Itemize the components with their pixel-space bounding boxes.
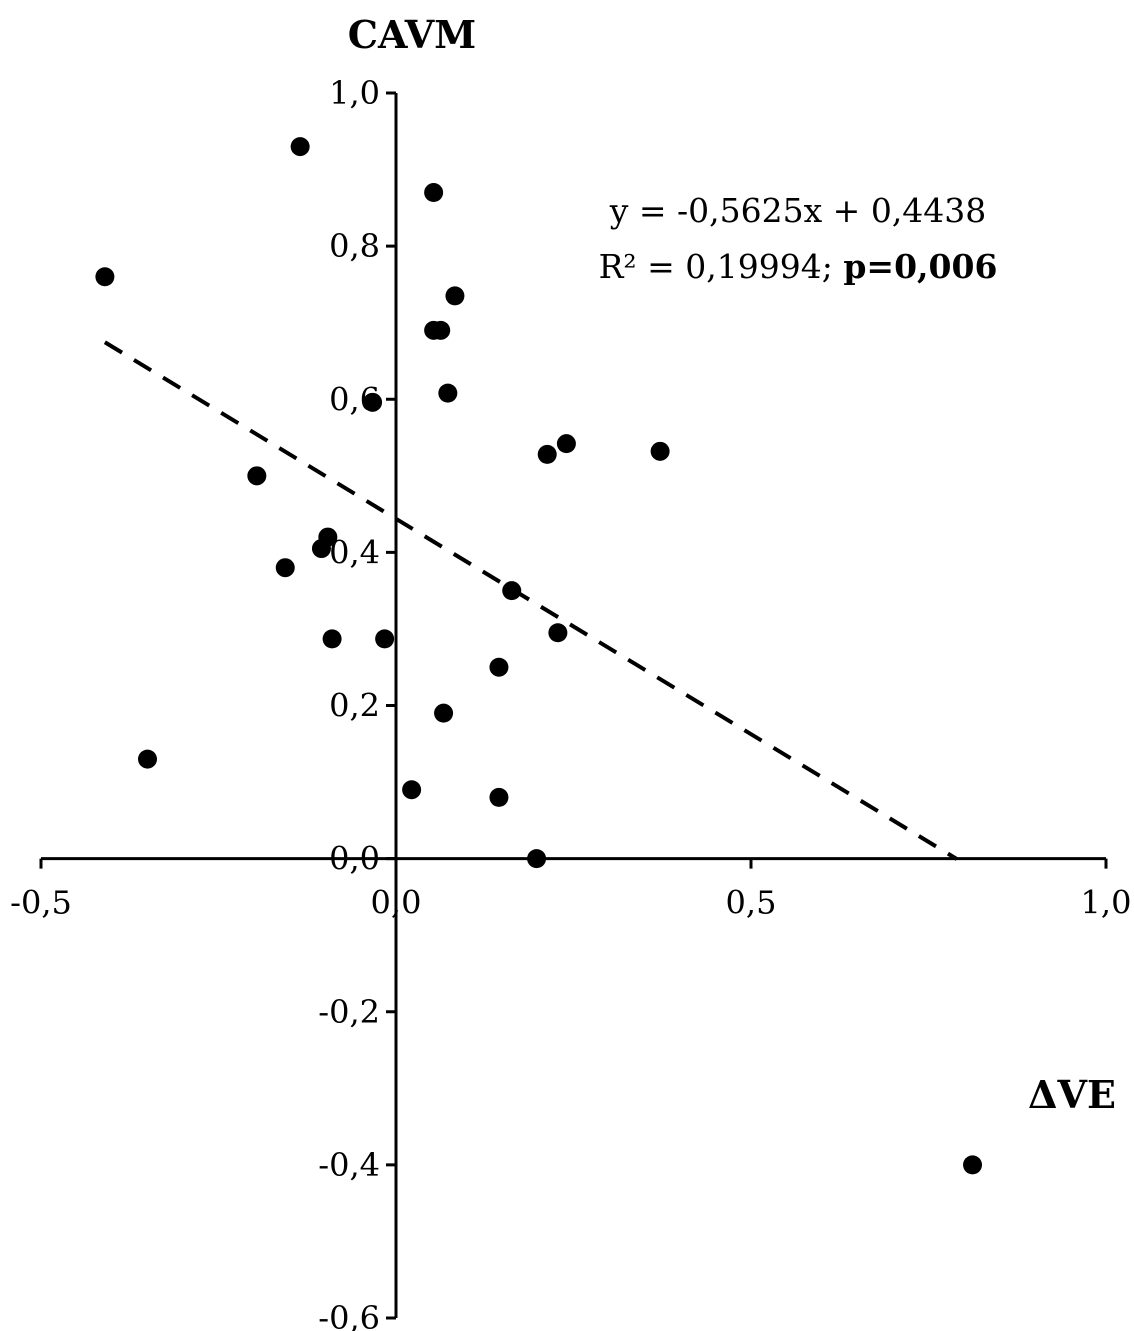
y-tick-label: 0,0 <box>329 840 380 878</box>
p-value-label: p=0,006 <box>843 247 997 286</box>
data-point <box>434 703 454 723</box>
data-point <box>650 441 670 461</box>
y-tick-label: 1,0 <box>329 74 380 112</box>
data-point <box>290 137 310 157</box>
trendline-equation: y = -0,5625x + 0,4438 <box>609 191 987 230</box>
data-point <box>424 183 444 203</box>
y-axis-title: CAVM <box>348 12 477 57</box>
data-point <box>963 1155 983 1175</box>
data-point <box>537 444 557 464</box>
data-point <box>247 466 267 486</box>
x-tick-label: 1,0 <box>1081 884 1132 922</box>
data-point <box>438 383 458 403</box>
data-point <box>548 623 568 643</box>
data-point <box>556 434 576 454</box>
data-points <box>95 137 983 1175</box>
data-point <box>275 558 295 578</box>
y-tick-label: 0,4 <box>329 533 380 571</box>
tick-labels: -0,5 0,0 0,5 1,0 -0,6 -0,4 -0,2 0,0 0,2 0,4 0,6 0,8… <box>10 74 1131 1331</box>
y-tick-label: -0,6 <box>318 1299 380 1331</box>
data-point <box>363 392 383 412</box>
y-tick-label: 0,6 <box>329 380 380 418</box>
y-tick-label: -0,2 <box>318 993 380 1031</box>
y-tick-label: 0,2 <box>329 687 380 725</box>
x-axis-title: ΔVE <box>1028 1072 1116 1117</box>
trendline <box>103 340 958 861</box>
data-point <box>502 581 522 601</box>
data-point <box>95 267 115 287</box>
data-point <box>322 629 342 649</box>
x-tick-label: 0,5 <box>726 884 777 922</box>
data-point <box>402 780 422 800</box>
data-point <box>138 749 157 769</box>
y-tick-label: 0,8 <box>329 227 380 265</box>
data-point <box>489 657 509 677</box>
r-squared-label: R² = 0,19994; <box>599 247 844 286</box>
x-tick-label: 0,0 <box>371 884 422 922</box>
axes <box>39 91 1108 1320</box>
data-point <box>445 286 465 306</box>
x-tick-label: -0,5 <box>10 884 72 922</box>
data-point <box>375 629 395 649</box>
data-point <box>431 320 451 340</box>
data-point <box>527 849 547 869</box>
trendline-stats: R² = 0,19994; p=0,006 <box>599 247 998 286</box>
data-point <box>311 539 331 559</box>
data-point <box>489 787 509 807</box>
trendline-layer <box>103 340 958 861</box>
y-tick-label: -0,4 <box>318 1146 380 1184</box>
